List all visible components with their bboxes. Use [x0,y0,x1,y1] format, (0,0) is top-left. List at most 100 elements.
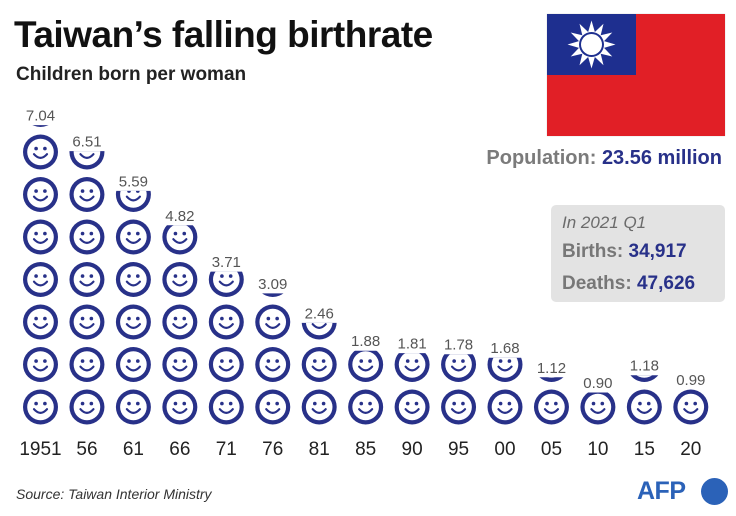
births-value: 34,917 [628,241,687,262]
bar-column [348,350,384,425]
value-label: 1.68 [490,340,519,357]
bar-column [162,225,198,425]
stats-period: In 2021 Q1 [562,213,647,232]
smiley-face-icon [533,389,569,425]
smiley-face-icon [23,389,58,425]
population-line: Population: 23.56 million [486,147,722,170]
population-value: 23.56 million [601,147,722,169]
smiley-face-icon [262,293,284,297]
bar-column [580,392,616,425]
category-label: 85 [355,439,376,460]
smiley-face-icon [301,347,337,382]
smiley-face-icon [32,125,49,127]
smiley-face-icon [115,347,151,382]
bar-column [626,375,662,425]
category-label: 56 [76,439,97,460]
smiley-face-icon [255,304,291,340]
category-label: 00 [494,439,515,460]
afp-logo-dot [701,478,728,505]
smiley-face-icon [301,322,337,340]
smiley-face-icon [162,347,198,382]
smiley-face-icon [580,392,616,425]
smiley-face-icon [115,389,151,425]
births-row: Births: 34,917 [562,236,714,268]
smiley-face-icon [673,389,709,425]
smiley-face-icon [208,304,244,340]
smiley-face-icon [23,262,58,297]
deaths-value: 47,626 [636,273,696,294]
smiley-face-icon [69,177,105,212]
category-label: 10 [587,439,608,460]
taiwan-flag-icon [547,14,725,136]
smiley-face-icon [626,389,662,425]
afp-logo-text: AFP [637,477,686,505]
value-label: 1.78 [444,337,473,354]
smiley-face-icon [630,375,659,382]
chart-title: Taiwan’s falling birthrate [14,14,433,55]
smiley-face-icon [69,347,105,382]
value-label: 4.82 [165,208,194,225]
smiley-face-icon [69,389,105,425]
smiley-face-icon [23,134,58,170]
smiley-face-icon [115,219,151,255]
smiley-face-icon [23,219,58,255]
category-label: 1951 [19,439,61,460]
smiley-face-icon [394,389,430,425]
value-label: 2.46 [305,305,334,322]
smiley-face-icon [539,377,564,382]
value-label: 1.81 [397,336,426,353]
pictogram-chart: 7.04 1951 6.51 56 5.59 61 4.82 66 3.71 71 3.09 76 2.… [19,108,709,460]
value-label: 6.51 [72,134,101,151]
smiley-face-icon [487,389,523,425]
bar-column [394,353,430,425]
bar-column [441,354,477,425]
bar-column [115,190,151,425]
afp-logo: AFP [637,474,729,510]
smiley-face-icon [162,304,198,340]
smiley-face-icon [162,262,198,297]
value-label: 0.90 [583,375,612,392]
smiley-face-icon [255,347,291,382]
smiley-face-icon [301,389,337,425]
category-label: 15 [634,439,655,460]
deaths-label: Deaths: [562,273,632,294]
smiley-face-icon [394,353,430,382]
value-label: 1.18 [630,358,659,375]
bar-column [69,151,105,425]
category-label: 66 [169,439,190,460]
quarter-stats-box: In 2021 Q1 Births: 34,917 Deaths: 47,626 [551,205,725,302]
bar-column [23,125,58,425]
bar-column [533,377,569,425]
smiley-face-icon [487,357,523,382]
value-label: 5.59 [119,173,148,190]
smiley-face-icon [115,304,151,340]
smiley-face-icon [69,262,105,297]
category-label: 05 [541,439,562,460]
smiley-face-icon [162,389,198,425]
white-sun-icon [567,20,616,69]
smiley-face-icon [69,304,105,340]
smiley-face-icon [23,347,58,382]
smiley-face-icon [69,219,105,255]
smiley-face-icon [348,389,384,425]
smiley-face-icon [115,190,151,212]
category-label: 81 [309,439,330,460]
smiley-face-icon [23,304,58,340]
source-note: Source: Taiwan Interior Ministry [16,486,212,502]
population-label: Population: [486,147,597,169]
value-label: 1.12 [537,360,566,377]
value-label: 3.09 [258,276,287,293]
category-label: 71 [216,439,237,460]
bar-column [673,389,709,425]
value-label: 1.88 [351,333,380,350]
smiley-face-icon [208,389,244,425]
category-label: 61 [123,439,144,460]
smiley-face-icon [255,389,291,425]
value-label: 7.04 [26,108,55,125]
bar-column [301,322,337,425]
category-label: 95 [448,439,469,460]
smiley-face-icon [208,347,244,382]
value-label: 0.99 [676,372,705,389]
chart-subtitle: Children born per woman [16,64,247,85]
smiley-face-icon [69,151,105,170]
